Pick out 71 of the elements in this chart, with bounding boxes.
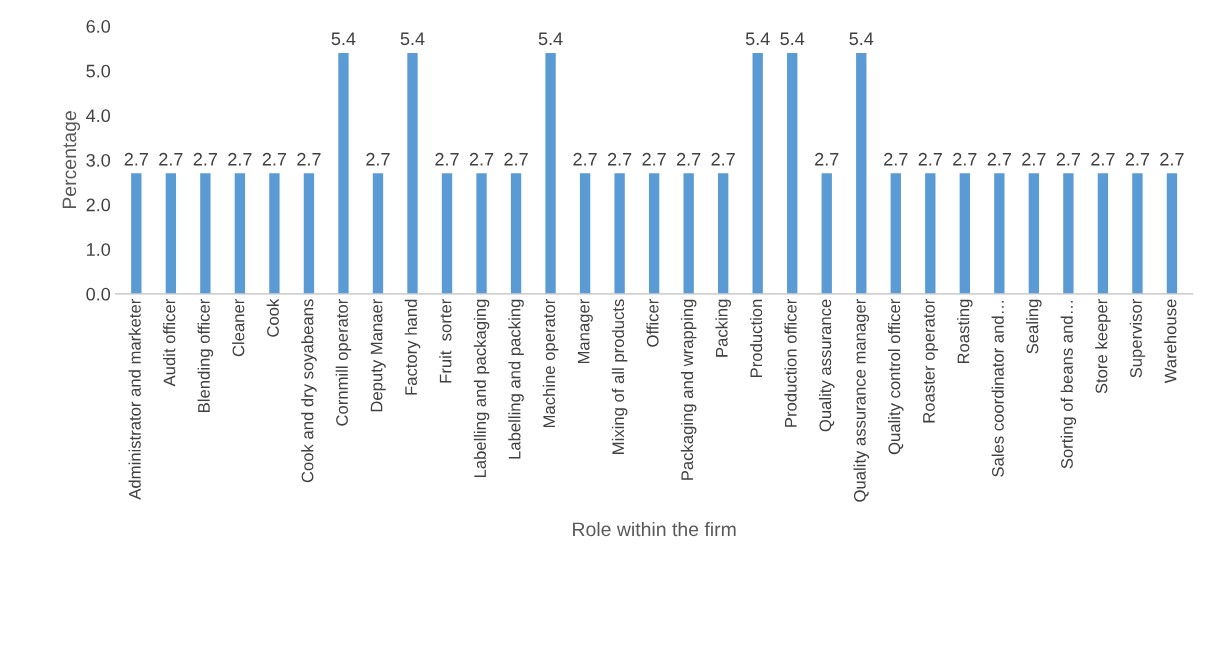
data-label: 2.7 — [642, 152, 666, 166]
data-label: 2.7 — [677, 152, 701, 166]
x-tick-label: Warehouse — [1164, 299, 1177, 384]
data-label: 2.7 — [297, 152, 321, 166]
x-tick-label: Labelling and packaging — [473, 299, 490, 478]
x-tick-label: Supervisor — [1129, 298, 1146, 378]
x-tick-label: Officer — [646, 298, 659, 347]
x-tick-label: Cook — [266, 298, 279, 337]
x-tick-label: Audit officer — [163, 298, 176, 387]
x-tick-label: Quality control officer — [888, 298, 904, 455]
data-label: 2.7 — [1022, 152, 1046, 166]
x-tick-label: Packaging and wrapping — [680, 299, 697, 480]
x-tick-label: Production officer — [784, 298, 797, 427]
data-label: 2.7 — [1091, 152, 1115, 166]
x-tick-label: Sorting of beans and… — [1060, 300, 1077, 469]
x-axis-title: Role within the firm — [573, 521, 736, 537]
data-label: 2.7 — [1160, 152, 1184, 166]
y-tick-label: 5.0 — [86, 64, 111, 78]
x-tick-label: Factory hand — [404, 299, 421, 395]
data-label: 2.7 — [573, 152, 597, 166]
x-tick-label: Machine operator — [542, 298, 559, 428]
data-label: 5.4 — [849, 32, 874, 46]
data-label: 2.7 — [711, 152, 735, 166]
data-label: 2.7 — [193, 152, 218, 166]
y-tick-label: 2.0 — [86, 198, 111, 212]
x-tick-label: Fruit sorter — [439, 298, 452, 383]
x-tick-label: Sales coordinator and… — [991, 300, 1004, 477]
data-label: 2.7 — [228, 152, 252, 166]
x-tick-label: Cornmill operator — [335, 298, 352, 426]
y-tick-label: 1.0 — [87, 243, 111, 256]
x-tick-label: Roaster operator — [923, 298, 939, 423]
y-tick-label: 4.0 — [86, 109, 111, 123]
x-tick-label: Quality assurance — [818, 299, 835, 432]
data-label: 2.7 — [918, 152, 942, 166]
x-tick-label: Roasting — [957, 299, 973, 364]
y-tick-label: 3.0 — [86, 153, 111, 167]
x-tick-label: Store keeper — [1095, 298, 1111, 394]
x-tick-label: Production — [749, 299, 763, 378]
x-tick-label: Cook and dry soyabeans — [301, 299, 317, 483]
y-tick-label: 0.0 — [86, 287, 111, 301]
data-label: 2.7 — [884, 152, 908, 166]
y-axis-title: Percentage — [62, 111, 81, 209]
x-tick-label: Packing — [715, 299, 731, 357]
x-tick-label: Cleaner — [232, 298, 245, 357]
data-label: 2.7 — [435, 152, 459, 166]
data-label: 2.7 — [815, 152, 839, 166]
x-tick-label: Deputy Manaer — [370, 298, 386, 412]
data-label: 5.4 — [400, 32, 425, 46]
x-tick-label: Mixing of all products — [611, 299, 628, 454]
data-label: 2.7 — [1056, 152, 1081, 166]
x-tick-label: Labelling and packing — [508, 299, 524, 459]
x-tick-label: Administrator and marketer — [128, 298, 141, 500]
x-tick-label: Blending officer — [197, 298, 214, 412]
data-label: 5.4 — [331, 32, 356, 46]
data-label: 5.4 — [780, 32, 805, 46]
data-label: 2.7 — [124, 152, 148, 166]
data-label: 2.7 — [1125, 152, 1150, 166]
data-label: 5.4 — [745, 32, 770, 46]
x-tick-label: Sealing — [1026, 299, 1042, 354]
data-label: 2.7 — [159, 152, 183, 166]
x-tick-label: Manager — [577, 298, 593, 364]
data-label: 2.7 — [469, 152, 494, 166]
data-label: 5.4 — [538, 32, 563, 46]
y-tick-label: 6.0 — [86, 20, 111, 33]
data-label: 2.7 — [262, 152, 287, 166]
data-label: 2.7 — [366, 152, 390, 166]
data-label: 2.7 — [504, 152, 528, 166]
data-label: 2.7 — [987, 152, 1011, 166]
x-tick-label: Quality assurance manager — [853, 298, 870, 502]
data-label: 2.7 — [953, 152, 977, 166]
data-label: 2.7 — [607, 152, 632, 166]
